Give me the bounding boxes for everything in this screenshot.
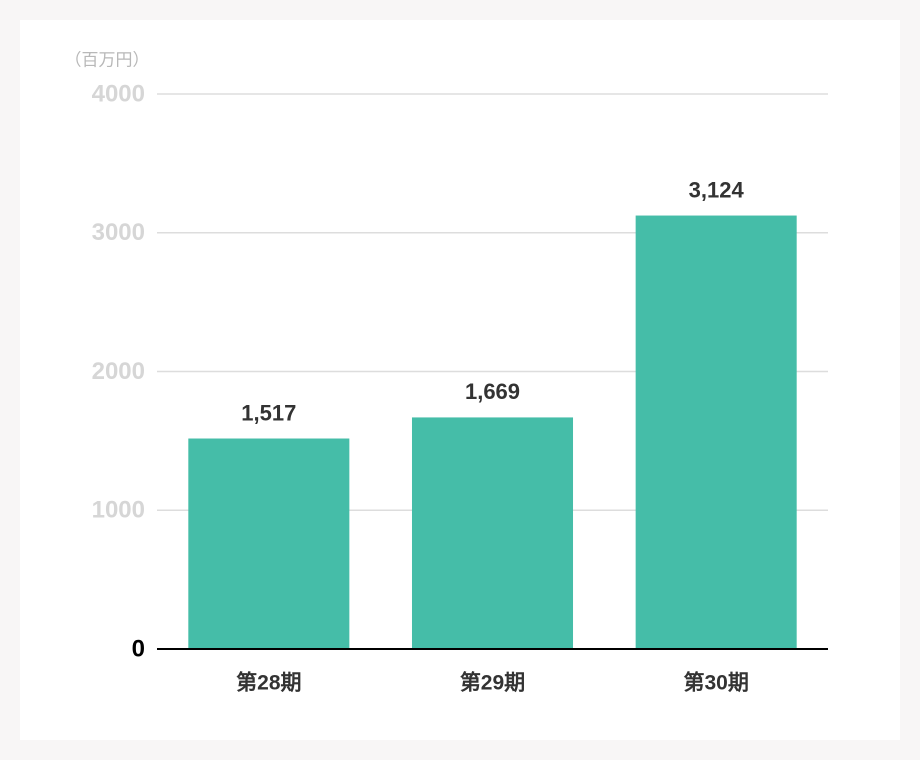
value-label: 1,669 xyxy=(465,379,520,404)
value-label: 3,124 xyxy=(689,177,745,202)
y-tick-label: 1000 xyxy=(92,497,145,524)
y-tick-label: 0 xyxy=(132,635,145,662)
value-label: 1,517 xyxy=(241,400,296,425)
y-tick-label: 3000 xyxy=(92,219,145,246)
bar xyxy=(635,215,797,650)
bar xyxy=(188,438,350,649)
y-axis-unit: （百万円） xyxy=(65,50,150,69)
x-tick-label: 第28期 xyxy=(236,671,301,695)
y-tick-label: 4000 xyxy=(92,80,145,107)
x-tick-label: 第29期 xyxy=(460,671,525,695)
y-tick-label: 2000 xyxy=(92,358,145,385)
x-tick-label: 第30期 xyxy=(683,671,748,695)
bar xyxy=(411,417,574,649)
